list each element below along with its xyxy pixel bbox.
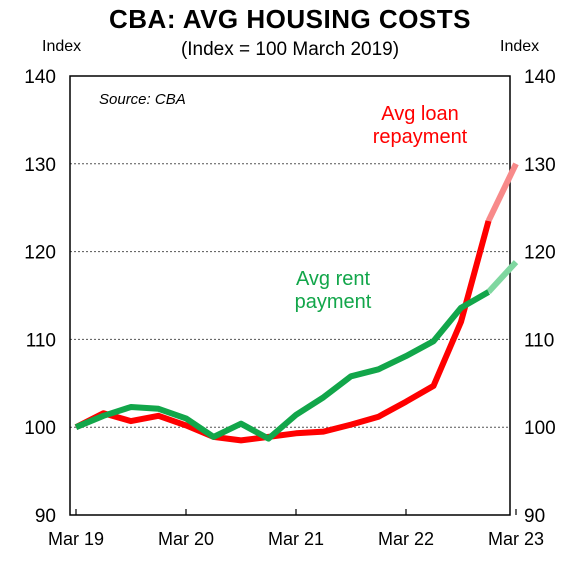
y-tick-label-right: 100 (524, 418, 556, 439)
rent-series-label: Avg rent (296, 268, 371, 290)
loan-series-label: Avg loan (381, 103, 458, 125)
right-axis-unit-label: Index (500, 38, 540, 55)
y-tick-label-right: 110 (524, 330, 554, 351)
y-tick-label-right: 140 (524, 67, 556, 88)
plot-frame (69, 75, 511, 516)
y-tick-label-left: 90 (35, 506, 56, 527)
x-tick-label: Mar 22 (378, 529, 434, 549)
y-tick-label-left: 110 (26, 330, 56, 351)
source-note: Source: CBA (99, 91, 186, 108)
y-tick-label-left: 100 (24, 418, 56, 439)
y-tick-label-left: 140 (24, 67, 56, 88)
x-tick-label: Mar 20 (158, 529, 214, 549)
loan-series-label: repayment (373, 126, 468, 148)
rent-series-label: payment (295, 291, 372, 313)
y-tick-label-right: 120 (524, 243, 556, 264)
loan-repayment-line (74, 220, 492, 444)
chart-subtitle: (Index = 100 March 2019) (180, 39, 400, 60)
x-tick-label: Mar 19 (48, 529, 104, 549)
x-tick-label: Mar 21 (268, 529, 324, 549)
y-tick-label-right: 130 (524, 155, 556, 176)
chart-title: CBA: AVG HOUSING COSTS (108, 4, 471, 34)
y-tick-label-left: 120 (24, 243, 56, 264)
left-axis-unit-label: Index (42, 38, 82, 55)
series-projection-line (485, 162, 519, 223)
rent-payment-line (74, 289, 490, 442)
y-tick-label-left: 130 (24, 155, 56, 176)
series-projection-line (486, 260, 519, 295)
x-tick-label: Mar 23 (488, 529, 544, 549)
y-tick-label-right: 90 (524, 506, 545, 527)
